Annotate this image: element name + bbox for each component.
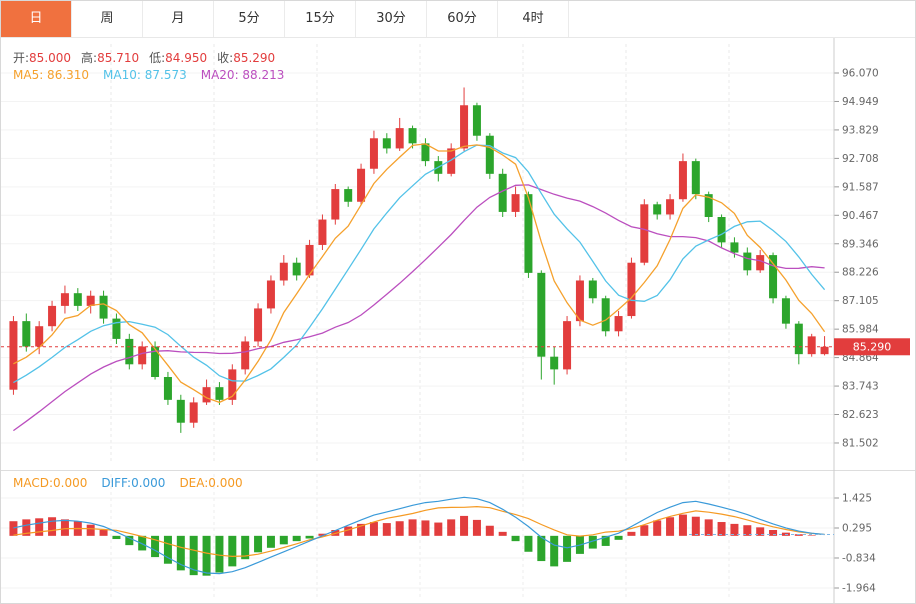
ma-readout: MA5: 86.310 MA10: 87.573 MA20: 88.213 [13,68,298,82]
ma10-value: MA10: 87.573 [103,68,187,82]
open-value: 85.000 [29,51,72,65]
macd-value: MACD:0.000 [13,476,88,490]
close-value: 85.290 [233,51,276,65]
price-tick-label: 92.708 [842,153,879,165]
price-tick-label: 85.984 [842,324,879,336]
low-value: 84.950 [165,51,208,65]
close-label: 收: [217,51,234,65]
price-tick-label: 87.105 [842,295,879,307]
interval-tabs: 日周月 5分 15分 30分 60分 4时 [1,1,915,38]
macd-lines [13,496,834,575]
candlestick-chart[interactable]: 96.070 94.949 93.829 92.708 91.587 90.467 89.3… [1,38,916,470]
ma20-value: MA20: 88.213 [200,68,285,82]
price-tick-label: 94.949 [842,96,879,108]
tab-4时[interactable]: 4时 [498,1,569,37]
ma-lines [13,143,826,432]
price-tick-label: 96.070 [842,68,879,80]
price-tick-label: 82.623 [842,409,879,421]
macd-tick-label: -1.964 [842,582,876,594]
high-value: 85.710 [97,51,140,65]
macd-axis: 1.425 0.295 -0.834 -1.964 [833,470,876,603]
price-tick-label: 83.743 [842,381,879,393]
high-label: 高: [81,51,98,65]
macd-tick-label: 0.295 [842,523,872,535]
grid-lines [1,44,834,464]
tab-周[interactable]: 周 [72,1,143,37]
macd-tick-label: -0.834 [842,552,876,564]
ma5-value: MA5: 86.310 [13,68,90,82]
tab-月[interactable]: 月 [143,1,214,37]
price-tick-label: 88.226 [842,267,879,279]
price-tick-label: 90.467 [842,210,879,222]
candles [9,87,829,433]
diff-value: DIFF:0.000 [101,476,166,490]
tab-30分[interactable]: 30分 [356,1,427,37]
current-price-tag: 85.290 [853,340,892,353]
macd-bars [9,514,816,576]
tab-5分[interactable]: 5分 [214,1,285,37]
macd-chart[interactable]: 1.425 0.295 -0.834 -1.964 [1,470,916,604]
open-label: 开: [13,51,30,65]
price-tick-label: 81.502 [842,437,879,449]
price-tick-label: 89.346 [842,238,879,250]
dea-value: DEA:0.000 [179,476,243,490]
low-label: 低: [149,51,166,65]
tab-60分[interactable]: 60分 [427,1,498,37]
macd-tick-label: 1.425 [842,492,872,504]
tab-日[interactable]: 日 [1,1,72,37]
macd-readout: MACD:0.000 DIFF:0.000 DEA:0.000 [13,476,257,490]
ohlc-readout: 开:85.000 高:85.710 低:84.950 收:85.290 [13,49,285,66]
price-tick-label: 93.829 [842,124,879,136]
current-price-line: 85.290 [1,338,910,356]
macd-grid [1,470,915,600]
price-tick-label: 91.587 [842,181,879,193]
tab-15分[interactable]: 15分 [285,1,356,37]
price-axis: 96.070 94.949 93.829 92.708 91.587 90.467 89.3… [833,38,879,470]
